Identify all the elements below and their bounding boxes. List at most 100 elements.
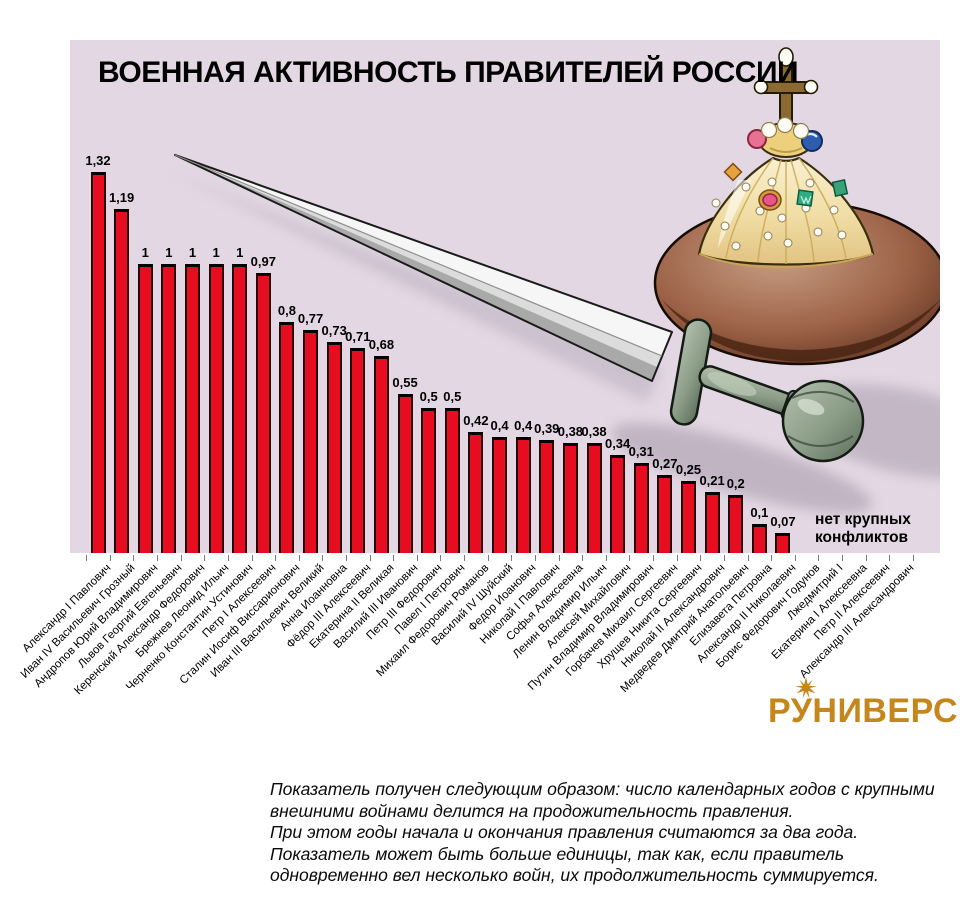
axis-tick (558, 555, 560, 561)
footnote-line: внешними войнами делится на продожительн… (270, 800, 794, 821)
bar-value-label: 0,31 (628, 444, 654, 459)
bar-value-label: 0,25 (675, 462, 702, 477)
axis-tick (865, 555, 867, 561)
axis-tick (629, 555, 631, 561)
axis-tick (912, 555, 914, 561)
axis-tick (794, 555, 796, 561)
monomakh-cap-illustration (653, 47, 940, 366)
bar (610, 455, 626, 553)
bar (515, 437, 531, 553)
bar (751, 524, 767, 553)
sword-illustration (174, 154, 865, 463)
blade-facet-mid (175, 155, 664, 367)
bar-value-label: 1 (212, 245, 220, 260)
axis-tick (440, 555, 442, 561)
bar (255, 273, 271, 553)
axis-tick (771, 555, 773, 561)
axis-tick (298, 555, 300, 561)
footnote-line: одновременно вел несколько войн, их прод… (270, 865, 879, 886)
bar (303, 330, 319, 553)
no-conflicts-annotation: нет крупных конфликтов (815, 511, 911, 546)
axis-tick (416, 555, 418, 561)
bar-value-label: 1,32 (85, 153, 111, 168)
bar-value-label: 0,4 (490, 418, 509, 433)
bar-value-label: 0,38 (581, 424, 607, 439)
axis-tick (676, 555, 678, 561)
bar (350, 348, 366, 553)
bar-value-label: 0,42 (463, 413, 489, 428)
bar (775, 533, 791, 553)
bar (90, 172, 106, 553)
chart-plot-area: ВОЕННАЯ АКТИВНОСТЬ ПРАВИТЕЛЕЙ РОССИИ (70, 40, 940, 553)
axis-tick (275, 555, 277, 561)
hilt-shadow (612, 423, 872, 513)
bar (421, 408, 437, 553)
axis-tick (86, 555, 88, 561)
axis-tick (251, 555, 253, 561)
axis-tick (700, 555, 702, 561)
axis-tick (369, 555, 371, 561)
no-conflicts-line1: нет крупных (815, 511, 911, 528)
pommel-lobes (787, 390, 855, 447)
crown-top-knob (747, 116, 823, 158)
blade-outline (174, 154, 673, 382)
dome-fringe (698, 253, 874, 269)
axis-tick (133, 555, 135, 561)
bar-value-label: 1 (236, 245, 244, 260)
no-conflicts-line2: конфликтов (815, 528, 909, 546)
bar (373, 356, 389, 553)
decoration-layer (172, 47, 940, 513)
dome-pearls (711, 177, 847, 251)
axis-tick (723, 555, 725, 561)
blade-ridge (174, 154, 663, 357)
footnote-line: Показатель может быть больше единицы, та… (270, 843, 845, 864)
bar-value-label: 0,77 (297, 311, 324, 326)
bar (232, 264, 248, 553)
axis-tick (393, 555, 395, 561)
bar-value-label: 0,5 (419, 389, 438, 404)
axis-tick (582, 555, 584, 561)
bar (492, 437, 508, 553)
bar (633, 463, 649, 553)
axis-tick (157, 555, 159, 561)
bar-value-label: 0,5 (443, 389, 462, 404)
axis-tick (605, 555, 607, 561)
bar-value-label: 0,2 (726, 476, 745, 491)
axis-tick (534, 555, 536, 561)
fur-bottom-shade (662, 299, 940, 362)
bar-value-label: 0,68 (368, 337, 395, 352)
sunburst-icon (795, 677, 817, 699)
axis-tick (747, 555, 749, 561)
bar-value-label: 0,73 (321, 323, 347, 338)
bar-value-label: 0,97 (250, 254, 276, 269)
bar (681, 481, 696, 553)
axis-tick (653, 555, 655, 561)
bar-value-label: 1 (188, 245, 197, 260)
axis-tick (487, 555, 489, 561)
bar-value-label: 0,39 (534, 421, 560, 436)
logo-star-letter: У (790, 692, 813, 730)
dome-highlight (718, 180, 752, 248)
bar-value-label: 0,71 (345, 329, 371, 344)
bar (397, 394, 413, 553)
bar (586, 443, 602, 553)
bar-value-label: 1 (141, 245, 149, 260)
bar-value-label: 0,1 (750, 505, 769, 520)
bar (326, 342, 342, 553)
axis-tick (464, 555, 466, 561)
bar-value-label: 0,55 (392, 375, 418, 390)
bar-value-label: 1 (165, 245, 173, 260)
grip-highlight (707, 372, 757, 396)
axis-tick (322, 555, 324, 561)
runivers-logo: РУНИВЕРС (768, 677, 958, 731)
bar (208, 264, 224, 553)
cross-icon (753, 47, 819, 135)
bar-value-label: 0,4 (514, 418, 533, 433)
logo-prefix: Р (768, 692, 791, 730)
bar (562, 443, 578, 553)
bar (539, 440, 555, 553)
footnote-line: Показатель получен следующим образом: чи… (270, 779, 935, 799)
blade-facet-top (175, 155, 672, 356)
bar-value-label: 0,21 (699, 473, 725, 488)
